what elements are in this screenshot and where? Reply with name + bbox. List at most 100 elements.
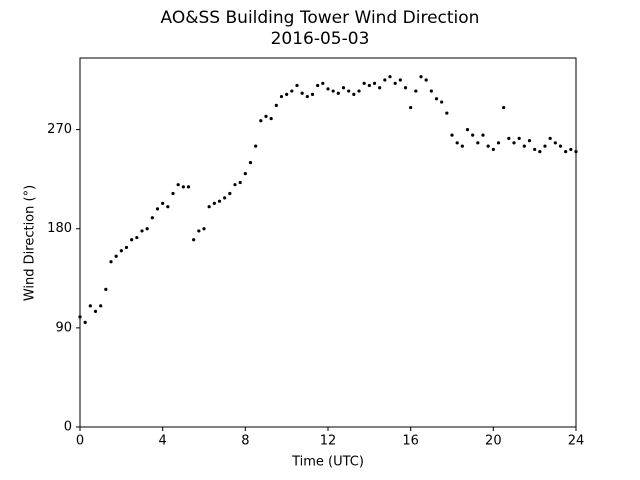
chart-subtitle: 2016-05-03 bbox=[271, 29, 370, 49]
data-point bbox=[341, 86, 346, 90]
data-point bbox=[502, 105, 506, 110]
data-point bbox=[171, 191, 175, 196]
data-point bbox=[243, 172, 247, 176]
data-point bbox=[109, 260, 113, 264]
data-point bbox=[543, 144, 547, 148]
data-point bbox=[564, 150, 568, 154]
x-tick-label: 12 bbox=[320, 434, 337, 449]
y-tick-label: 90 bbox=[55, 320, 72, 335]
data-point bbox=[104, 287, 108, 291]
data-point bbox=[181, 185, 185, 189]
data-point bbox=[409, 105, 413, 110]
data-point bbox=[522, 144, 526, 148]
data-point bbox=[357, 89, 361, 93]
x-tick-label: 24 bbox=[568, 434, 585, 449]
data-point bbox=[388, 75, 392, 79]
data-point bbox=[414, 89, 418, 93]
data-point bbox=[429, 89, 433, 93]
x-tick-label: 0 bbox=[76, 434, 84, 449]
data-point bbox=[326, 87, 330, 91]
data-point bbox=[440, 100, 444, 104]
data-point bbox=[352, 92, 356, 96]
data-point bbox=[83, 320, 87, 324]
data-point bbox=[155, 207, 160, 211]
data-point bbox=[450, 133, 454, 137]
data-point bbox=[424, 78, 428, 82]
data-point bbox=[124, 245, 129, 250]
data-point bbox=[445, 111, 449, 115]
data-point bbox=[316, 83, 320, 88]
data-point bbox=[419, 75, 423, 79]
data-point bbox=[548, 136, 552, 141]
data-point bbox=[476, 141, 480, 145]
data-point bbox=[274, 103, 278, 107]
data-point bbox=[533, 147, 537, 152]
data-point bbox=[88, 304, 92, 308]
data-point bbox=[99, 304, 103, 308]
data-point bbox=[305, 94, 309, 99]
data-point bbox=[393, 81, 397, 85]
data-point bbox=[285, 92, 289, 96]
data-point bbox=[279, 94, 284, 99]
data-point bbox=[238, 180, 242, 185]
data-point bbox=[228, 191, 232, 196]
chart-title: AO&SS Building Tower Wind Direction bbox=[161, 8, 480, 28]
data-point bbox=[347, 89, 351, 93]
data-point bbox=[491, 147, 495, 152]
data-point bbox=[248, 161, 253, 165]
data-point bbox=[569, 147, 573, 152]
data-point bbox=[378, 86, 382, 90]
data-point bbox=[310, 92, 315, 96]
data-point bbox=[362, 81, 366, 85]
data-point bbox=[217, 199, 222, 203]
data-point bbox=[197, 229, 201, 233]
data-point bbox=[202, 227, 206, 231]
data-point bbox=[119, 249, 123, 253]
data-point bbox=[517, 136, 521, 141]
data-point bbox=[78, 315, 82, 319]
data-point bbox=[336, 91, 340, 95]
data-point bbox=[455, 141, 459, 145]
data-point bbox=[372, 81, 377, 85]
y-tick-label: 270 bbox=[47, 122, 72, 137]
data-point bbox=[321, 81, 325, 85]
data-point bbox=[212, 201, 216, 205]
data-point bbox=[558, 144, 563, 148]
data-point bbox=[538, 150, 542, 154]
x-tick-label: 4 bbox=[159, 434, 167, 449]
data-point bbox=[223, 196, 227, 200]
plot-frame bbox=[79, 57, 577, 428]
data-point bbox=[166, 205, 170, 209]
data-point bbox=[331, 89, 335, 93]
data-point bbox=[161, 201, 165, 205]
y-tick-label: 180 bbox=[47, 221, 72, 236]
data-point bbox=[145, 227, 149, 231]
y-axis-label: Wind Direction (°) bbox=[23, 185, 38, 301]
data-point bbox=[233, 183, 237, 187]
data-point bbox=[135, 235, 139, 240]
data-point bbox=[527, 139, 532, 143]
y-tick-label: 0 bbox=[64, 420, 72, 435]
data-point bbox=[434, 97, 439, 101]
data-point bbox=[496, 141, 501, 145]
data-point bbox=[553, 141, 557, 145]
data-point bbox=[192, 238, 196, 242]
data-point bbox=[269, 116, 273, 121]
x-axis-label: Time (UTC) bbox=[291, 455, 364, 470]
data-point bbox=[460, 144, 464, 148]
data-point bbox=[186, 185, 191, 189]
data-point bbox=[398, 78, 402, 82]
data-point bbox=[507, 136, 511, 141]
data-point bbox=[290, 89, 294, 93]
data-point bbox=[471, 133, 475, 137]
data-point bbox=[367, 83, 371, 88]
x-tick-label: 20 bbox=[485, 434, 502, 449]
data-point bbox=[300, 91, 304, 95]
data-point bbox=[295, 83, 299, 88]
data-point bbox=[254, 144, 258, 148]
data-point bbox=[93, 309, 98, 313]
data-point bbox=[114, 254, 118, 258]
data-point bbox=[130, 238, 134, 242]
data-point bbox=[207, 205, 211, 209]
